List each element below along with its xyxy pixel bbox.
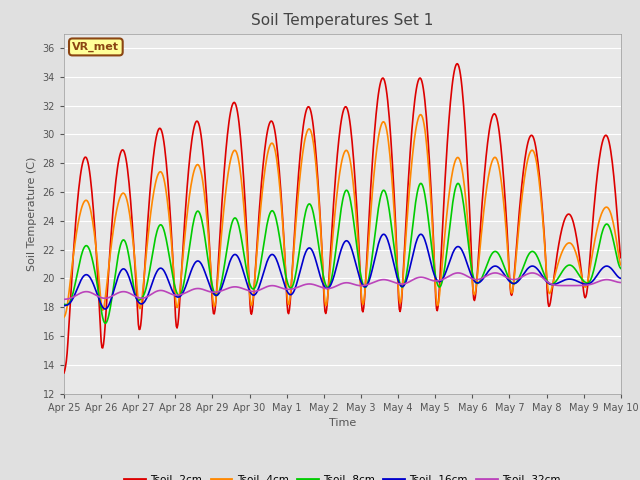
Tsoil -2cm	[617, 255, 625, 261]
Tsoil -4cm	[617, 262, 625, 268]
Tsoil -8cm	[128, 274, 136, 280]
Tsoil -4cm	[70, 247, 78, 253]
Tsoil -2cm	[214, 276, 221, 281]
Line: Tsoil -8cm: Tsoil -8cm	[64, 183, 621, 323]
Tsoil -4cm	[214, 281, 221, 287]
Tsoil -8cm	[70, 286, 78, 292]
Tsoil -8cm	[417, 180, 425, 186]
X-axis label: Time: Time	[329, 418, 356, 428]
Tsoil -8cm	[185, 249, 193, 255]
Tsoil -32cm	[454, 270, 462, 276]
Tsoil -32cm	[184, 289, 192, 295]
Y-axis label: Soil Temperature (C): Soil Temperature (C)	[27, 156, 37, 271]
Tsoil -16cm	[70, 293, 78, 299]
Tsoil -8cm	[214, 291, 222, 297]
Tsoil -2cm	[70, 241, 78, 247]
Tsoil -16cm	[428, 264, 436, 270]
Tsoil -2cm	[127, 208, 135, 214]
Tsoil -2cm	[184, 175, 192, 180]
Tsoil -16cm	[617, 276, 625, 281]
Tsoil -8cm	[101, 320, 109, 326]
Text: VR_met: VR_met	[72, 42, 119, 52]
Tsoil -4cm	[60, 314, 68, 320]
Tsoil -32cm	[60, 297, 68, 302]
Line: Tsoil -32cm: Tsoil -32cm	[64, 273, 621, 300]
Tsoil -8cm	[60, 301, 68, 307]
Tsoil -32cm	[410, 276, 418, 282]
Tsoil -2cm	[410, 104, 418, 109]
Tsoil -4cm	[410, 139, 418, 145]
Legend: Tsoil -2cm, Tsoil -4cm, Tsoil -8cm, Tsoil -16cm, Tsoil -32cm: Tsoil -2cm, Tsoil -4cm, Tsoil -8cm, Tsoi…	[120, 471, 564, 480]
Tsoil -4cm	[428, 200, 435, 206]
Tsoil -2cm	[426, 173, 434, 179]
Tsoil -16cm	[411, 244, 419, 250]
Tsoil -16cm	[214, 291, 222, 297]
Tsoil -4cm	[417, 112, 424, 118]
Tsoil -4cm	[184, 205, 192, 211]
Tsoil -4cm	[127, 224, 135, 230]
Tsoil -32cm	[214, 289, 221, 295]
Tsoil -32cm	[70, 294, 78, 300]
Line: Tsoil -16cm: Tsoil -16cm	[64, 234, 621, 309]
Tsoil -16cm	[60, 303, 68, 309]
Tsoil -16cm	[185, 275, 193, 281]
Tsoil -2cm	[60, 370, 68, 376]
Tsoil -8cm	[411, 205, 419, 211]
Tsoil -8cm	[428, 247, 436, 253]
Tsoil -8cm	[617, 265, 625, 271]
Line: Tsoil -4cm: Tsoil -4cm	[64, 115, 621, 317]
Tsoil -16cm	[101, 306, 109, 312]
Line: Tsoil -2cm: Tsoil -2cm	[64, 64, 621, 373]
Tsoil -16cm	[417, 231, 425, 237]
Tsoil -32cm	[127, 291, 135, 297]
Tsoil -2cm	[454, 61, 461, 67]
Title: Soil Temperatures Set 1: Soil Temperatures Set 1	[252, 13, 433, 28]
Tsoil -32cm	[426, 277, 434, 283]
Tsoil -32cm	[617, 280, 625, 286]
Tsoil -16cm	[128, 284, 136, 289]
